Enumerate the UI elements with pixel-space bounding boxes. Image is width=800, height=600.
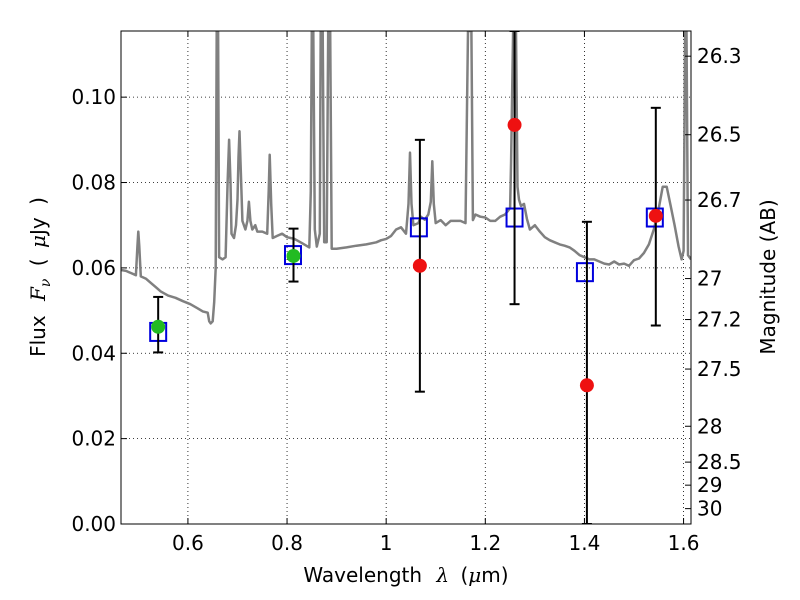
y2-tick-label: 29 <box>697 473 722 497</box>
y2-tick-label: 28 <box>697 414 722 438</box>
measured-flux-point <box>286 248 301 263</box>
y2-tick-label: 30 <box>697 497 722 521</box>
x-axis-label-prefix: Wavelength <box>303 563 422 587</box>
measured-flux-point <box>412 258 427 273</box>
y-axis-label-subscript: ν <box>38 278 54 287</box>
y-tick-label: 0.04 <box>71 341 116 365</box>
y-axis-label-unit-rest: Jy <box>26 217 50 237</box>
x-axis-label-unit-mu: μ <box>468 563 481 587</box>
y-axis-label: Flux Fν ( μJy ) <box>26 197 55 357</box>
x-tick-label: 1 <box>380 531 393 555</box>
plot-frame <box>120 30 692 525</box>
x-tick-label: 0.8 <box>271 531 303 555</box>
axis-ticks: 0.6 0.8 1 1.2 1.4 1.6 0.00 0.02 0.04 0.06 0.08 0.10… <box>71 31 742 555</box>
measured-flux-point <box>648 208 663 223</box>
y2-tick-label: 27.2 <box>697 308 742 332</box>
x-axis-label-open: ( <box>460 563 468 587</box>
y2-tick-label: 26.7 <box>697 188 742 212</box>
y2-tick-label: 26.5 <box>697 123 742 147</box>
y-tick-label: 0.08 <box>71 171 116 195</box>
measured-flux-point <box>507 117 522 132</box>
x-tick-label: 1.2 <box>469 531 501 555</box>
y-axis-label-close: ) <box>26 197 50 205</box>
y-tick-label: 0.02 <box>71 427 116 451</box>
y2-tick-label: 27.5 <box>697 357 742 381</box>
measured-flux-point <box>151 319 166 334</box>
x-tick-label: 1.4 <box>569 531 601 555</box>
y2-tick-label: 28.5 <box>697 450 742 474</box>
y-tick-label: 0.06 <box>71 256 116 280</box>
sed-model-line <box>121 31 691 325</box>
x-tick-label: 1.6 <box>668 531 700 555</box>
series-clip-group <box>121 31 691 524</box>
grid <box>121 31 691 524</box>
x-tick-label: 0.6 <box>172 531 204 555</box>
model-photometry-square <box>575 262 594 283</box>
y2-tick-label: 27 <box>697 267 722 291</box>
x-axis-label-symbol: λ <box>435 563 449 587</box>
y-tick-label: 0.10 <box>71 85 116 109</box>
measured-flux-point <box>579 378 594 393</box>
x-axis-label-unit-rest: m) <box>481 563 508 587</box>
x-axis-label: Wavelength λ (μm) <box>303 563 508 587</box>
y-axis-label-prefix: Flux <box>26 315 50 357</box>
y-axis-label-open: ( <box>26 258 50 266</box>
y-tick-label: 0.00 <box>71 512 116 536</box>
plot-area <box>121 31 691 524</box>
y2-axis-label: Magnitude (AB) <box>756 199 780 354</box>
y-axis-label-unit-mu: μ <box>26 235 50 248</box>
series-layer <box>121 31 691 524</box>
y-axis-label-symbol: F <box>26 286 50 302</box>
y2-tick-label: 26.3 <box>697 44 742 68</box>
